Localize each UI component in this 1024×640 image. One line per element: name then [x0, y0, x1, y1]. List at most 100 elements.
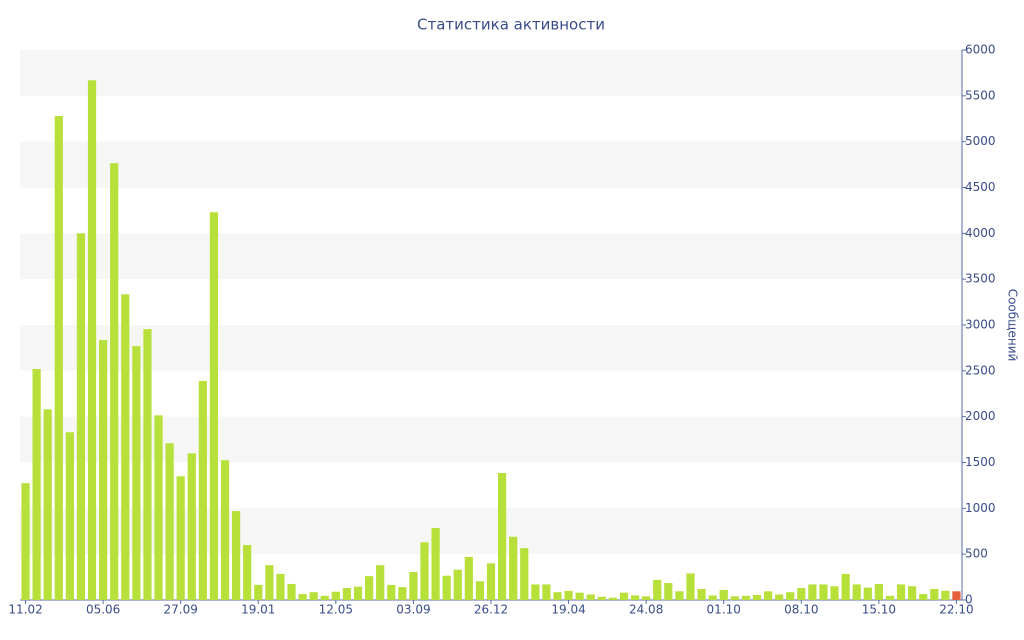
bar	[232, 511, 241, 600]
bar	[520, 548, 529, 600]
bar	[486, 563, 496, 600]
bar	[874, 583, 883, 600]
x-tick-label: 26.12	[474, 603, 508, 617]
bar	[697, 589, 706, 600]
x-tick-label: 19.04	[551, 603, 585, 617]
bar	[730, 596, 739, 600]
bar	[364, 576, 374, 600]
bar	[852, 584, 861, 600]
bar	[908, 586, 917, 600]
bar	[187, 453, 196, 600]
bar	[642, 596, 651, 600]
bar	[309, 592, 318, 600]
bar	[786, 592, 795, 600]
bar	[531, 584, 540, 600]
bar	[863, 587, 872, 600]
grid-band	[20, 141, 962, 188]
bar	[941, 590, 950, 600]
x-tick-label: 01.10	[707, 603, 741, 617]
x-tick-label: 11.02	[8, 603, 42, 617]
bar	[43, 409, 52, 600]
bar	[431, 528, 440, 600]
bar	[99, 340, 108, 600]
y-tick-label: 4500	[965, 180, 996, 194]
bar	[564, 590, 573, 600]
x-tick-label: 22.10	[939, 603, 973, 617]
x-tick-label: 27.09	[164, 603, 198, 617]
grid-band	[20, 416, 962, 463]
bar	[841, 573, 850, 600]
bar	[586, 594, 595, 600]
bar	[165, 443, 174, 600]
grid-band	[20, 233, 962, 280]
bar	[453, 569, 462, 600]
y-tick-label: 6000	[965, 43, 996, 57]
grid-band	[20, 325, 962, 371]
y-axis-label: Сообщений	[1006, 289, 1020, 362]
chart-title: Статистика активности	[417, 16, 605, 34]
bar	[619, 592, 629, 600]
x-tick-label: 19.01	[241, 603, 275, 617]
bar	[110, 163, 119, 601]
y-tick-label: 3000	[965, 318, 996, 332]
bar	[65, 432, 74, 600]
x-tick-label: 24.08	[629, 603, 663, 617]
x-tick-label: 03.09	[396, 603, 430, 617]
bar	[553, 592, 562, 600]
bar	[76, 233, 86, 601]
bar	[320, 595, 329, 600]
x-tick-label: 08.10	[784, 603, 818, 617]
bar	[597, 596, 606, 600]
bar	[542, 584, 551, 600]
bar	[575, 592, 584, 600]
bar	[342, 588, 352, 600]
bar	[176, 476, 185, 600]
bar	[243, 545, 252, 600]
bar	[608, 597, 618, 600]
bar	[653, 579, 662, 600]
bar	[442, 575, 451, 600]
bar	[896, 584, 906, 600]
bar	[209, 212, 219, 600]
bar	[509, 536, 518, 600]
x-tick-label: 12.05	[319, 603, 353, 617]
y-tick-label: 1000	[965, 501, 996, 515]
bar	[387, 584, 396, 600]
bar	[464, 556, 473, 600]
bar	[154, 415, 163, 600]
bar	[220, 460, 230, 600]
bar	[930, 589, 939, 600]
bar	[132, 346, 141, 600]
bar	[775, 594, 784, 600]
bar	[675, 591, 684, 600]
y-tick-label: 5000	[965, 134, 996, 148]
bar	[819, 584, 828, 600]
bar	[686, 573, 695, 600]
bar	[331, 591, 340, 600]
bar	[919, 594, 928, 600]
bar	[121, 294, 130, 600]
bar	[630, 595, 640, 600]
bar	[376, 565, 385, 600]
x-tick-label: 15.10	[862, 603, 896, 617]
bar	[475, 581, 485, 600]
bar	[353, 586, 363, 600]
y-tick-label: 1500	[965, 455, 996, 469]
bar	[497, 473, 507, 600]
bar	[763, 591, 773, 600]
bar	[808, 584, 817, 600]
bar	[254, 584, 263, 600]
bar	[885, 595, 895, 600]
bar	[420, 542, 429, 600]
grid-band	[20, 50, 962, 96]
y-tick-label: 500	[965, 547, 988, 561]
y-tick-label: 0	[965, 593, 973, 607]
bar	[143, 329, 152, 600]
bar	[32, 369, 41, 600]
y-tick-label: 5500	[965, 88, 996, 102]
bar	[276, 573, 285, 600]
bar	[708, 595, 717, 600]
bar	[830, 586, 839, 600]
bar	[198, 380, 207, 600]
